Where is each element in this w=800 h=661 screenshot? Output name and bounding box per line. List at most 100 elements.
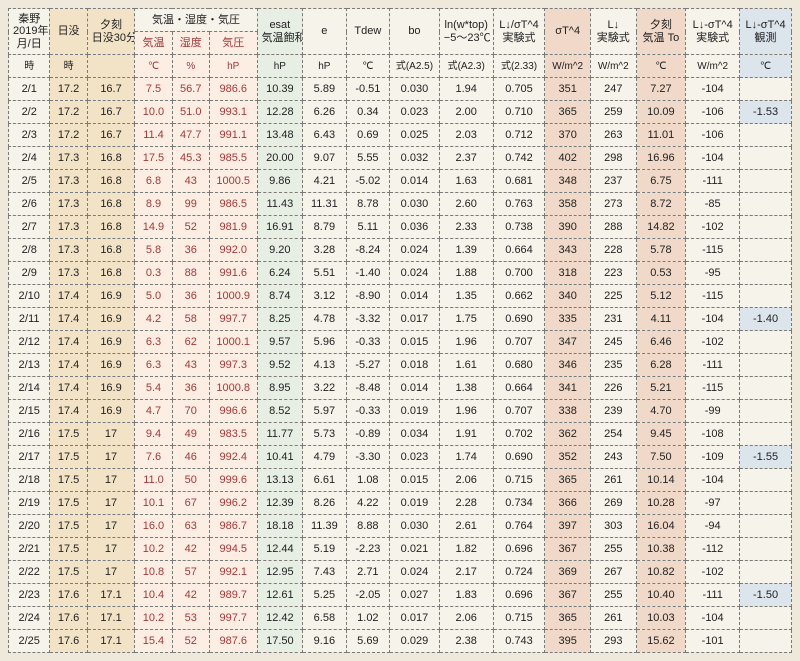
cell-ln: 2.28 [439, 492, 493, 515]
cell-evto: 5.21 [636, 377, 686, 400]
cell-ldown: 226 [590, 377, 636, 400]
cell-sunset: 17.5 [50, 469, 87, 492]
cell-diff1: -111 [686, 170, 740, 193]
cell-diff2: -1.55 [740, 446, 792, 469]
cell-evto: 10.28 [636, 492, 686, 515]
cell-press: 986.7 [209, 515, 257, 538]
table-row: 2/317.216.711.447.7991.113.486.430.690.0… [9, 124, 792, 147]
cell-bo: 0.015 [390, 469, 440, 492]
cell-evening: 17 [87, 515, 135, 538]
cell-humid: 50 [172, 469, 209, 492]
cell-tdew: -0.89 [346, 423, 389, 446]
hdr-evening: 夕刻日没30分前 [87, 9, 135, 55]
cell-ln: 1.74 [439, 446, 493, 469]
cell-tdew: 1.08 [346, 469, 389, 492]
cell-tdew: -2.23 [346, 538, 389, 561]
cell-diff2 [740, 331, 792, 354]
cell-e: 4.78 [303, 308, 346, 331]
cell-evening: 16.8 [87, 239, 135, 262]
unit-humid: % [172, 55, 209, 78]
cell-temp: 10.2 [135, 607, 172, 630]
hdr-air-group: 気温・湿度・気圧 [135, 9, 257, 32]
cell-date: 2/16 [9, 423, 50, 446]
cell-ln: 1.82 [439, 538, 493, 561]
cell-diff2 [740, 538, 792, 561]
cell-ratio: 0.696 [493, 538, 545, 561]
cell-temp: 15.4 [135, 630, 172, 653]
cell-humid: 88 [172, 262, 209, 285]
hdr-sunset: 日没 [50, 9, 87, 55]
cell-e: 8.26 [303, 492, 346, 515]
cell-temp: 14.9 [135, 216, 172, 239]
cell-evto: 16.04 [636, 515, 686, 538]
cell-diff2 [740, 377, 792, 400]
unit-date: 時 [9, 55, 50, 78]
cell-sunset: 17.6 [50, 630, 87, 653]
cell-temp: 8.9 [135, 193, 172, 216]
hdr-evto: 夕刻気温 To [636, 9, 686, 55]
cell-ldown: 267 [590, 561, 636, 584]
cell-ldown: 261 [590, 607, 636, 630]
cell-evening: 16.9 [87, 400, 135, 423]
cell-date: 2/12 [9, 331, 50, 354]
cell-temp: 10.0 [135, 101, 172, 124]
cell-esat: 18.18 [257, 515, 303, 538]
cell-date: 2/9 [9, 262, 50, 285]
cell-sigma: 367 [545, 538, 591, 561]
cell-sigma: 343 [545, 239, 591, 262]
cell-date: 2/14 [9, 377, 50, 400]
table-row: 2/917.316.80.388991.66.245.51-1.400.0241… [9, 262, 792, 285]
cell-ratio: 0.764 [493, 515, 545, 538]
cell-ln: 2.17 [439, 561, 493, 584]
cell-diff2 [740, 170, 792, 193]
table-row: 2/617.316.88.999986.511.4311.318.780.030… [9, 193, 792, 216]
cell-date: 2/5 [9, 170, 50, 193]
cell-sunset: 17.4 [50, 400, 87, 423]
table-row: 2/2117.51710.242994.512.445.19-2.230.021… [9, 538, 792, 561]
cell-bo: 0.014 [390, 285, 440, 308]
cell-ln: 2.06 [439, 469, 493, 492]
table-row: 2/517.316.86.8431000.59.864.21-5.020.014… [9, 170, 792, 193]
cell-ratio: 0.690 [493, 308, 545, 331]
cell-press: 983.5 [209, 423, 257, 446]
cell-diff2 [740, 216, 792, 239]
cell-tdew: 4.22 [346, 492, 389, 515]
cell-ldown: 228 [590, 239, 636, 262]
cell-e: 6.58 [303, 607, 346, 630]
cell-date: 2/18 [9, 469, 50, 492]
cell-sunset: 17.3 [50, 193, 87, 216]
cell-diff2 [740, 400, 792, 423]
cell-diff1: -104 [686, 607, 740, 630]
cell-bo: 0.024 [390, 561, 440, 584]
cell-evening: 17 [87, 538, 135, 561]
cell-ldown: 237 [590, 170, 636, 193]
cell-evening: 17 [87, 561, 135, 584]
cell-tdew: -8.48 [346, 377, 389, 400]
unit-ratio: 式(2.33) [493, 55, 545, 78]
cell-humid: 47.7 [172, 124, 209, 147]
cell-bo: 0.024 [390, 239, 440, 262]
cell-diff2 [740, 354, 792, 377]
cell-diff1: -108 [686, 423, 740, 446]
cell-press: 991.1 [209, 124, 257, 147]
cell-evto: 15.62 [636, 630, 686, 653]
cell-temp: 10.8 [135, 561, 172, 584]
cell-humid: 45.3 [172, 147, 209, 170]
cell-humid: 43 [172, 170, 209, 193]
cell-date: 2/20 [9, 515, 50, 538]
cell-diff1: -102 [686, 561, 740, 584]
cell-ldown: 245 [590, 331, 636, 354]
cell-diff2 [740, 124, 792, 147]
cell-tdew: -8.24 [346, 239, 389, 262]
unit-diff2: ℃ [740, 55, 792, 78]
cell-ln: 2.37 [439, 147, 493, 170]
cell-sigma: 365 [545, 469, 591, 492]
cell-tdew: -3.32 [346, 308, 389, 331]
cell-ldown: 269 [590, 492, 636, 515]
cell-esat: 10.39 [257, 78, 303, 101]
cell-diff1: -106 [686, 124, 740, 147]
cell-bo: 0.034 [390, 423, 440, 446]
cell-temp: 5.4 [135, 377, 172, 400]
cell-humid: 42 [172, 538, 209, 561]
cell-humid: 36 [172, 239, 209, 262]
